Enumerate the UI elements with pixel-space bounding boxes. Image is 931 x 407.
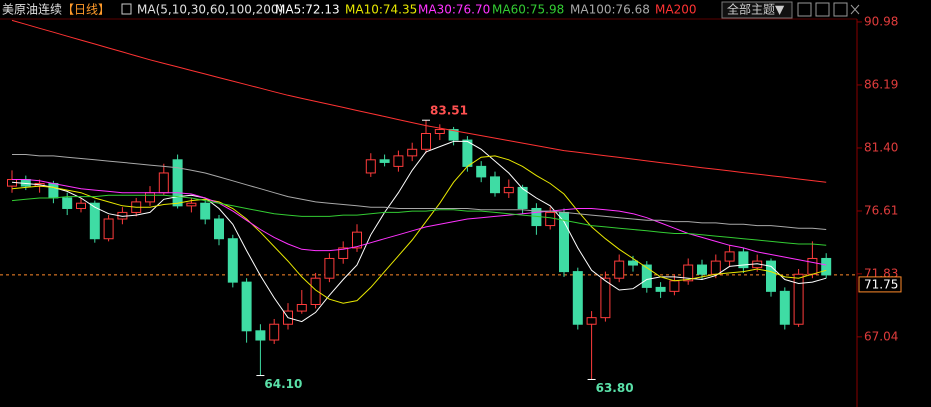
theme-button-label[interactable]: 全部主题▼ xyxy=(727,2,785,17)
candle-body xyxy=(352,231,362,249)
candle-body xyxy=(724,251,735,262)
candle-body xyxy=(793,273,804,325)
candle-body xyxy=(324,257,335,279)
candle-body xyxy=(490,176,500,194)
candle-body xyxy=(807,257,818,275)
candle-body xyxy=(779,290,790,325)
candle-body xyxy=(145,192,155,203)
candle-body xyxy=(172,159,183,207)
theme-button[interactable] xyxy=(721,1,793,19)
annotation-label: 64.10 xyxy=(264,377,302,391)
candle-body xyxy=(545,211,556,227)
candle-body xyxy=(421,132,431,150)
candle-body xyxy=(655,286,666,292)
candle-body xyxy=(310,277,321,306)
candle-body xyxy=(338,247,349,259)
candle-body xyxy=(76,202,86,209)
y-tick-label: 81.40 xyxy=(864,140,898,154)
candle-body xyxy=(766,260,776,292)
y-tick-label: 76.61 xyxy=(864,203,898,217)
candle-body xyxy=(158,172,169,194)
candle-body xyxy=(269,323,280,341)
ma-line xyxy=(12,154,827,230)
instrument-title: 美原油连续 xyxy=(2,2,62,17)
candle-body xyxy=(407,148,418,157)
candle-body xyxy=(62,197,73,209)
candle-body xyxy=(683,264,694,282)
ma-line xyxy=(11,19,827,183)
candle-body xyxy=(821,257,832,276)
candle-body xyxy=(710,260,721,275)
ma-line xyxy=(11,194,827,246)
candle-body xyxy=(600,277,611,319)
candle-body xyxy=(517,186,528,209)
last-price-label: 71.75 xyxy=(864,277,898,291)
icon-button[interactable] xyxy=(833,2,848,17)
candle-body xyxy=(48,182,59,199)
last-price-box xyxy=(858,276,902,293)
candle-body xyxy=(462,139,473,167)
candle-body xyxy=(241,281,252,332)
period[interactable]: 【日线】 xyxy=(62,3,110,17)
legend-entry: MA10:74.35 xyxy=(345,3,417,17)
candle-body xyxy=(448,129,459,141)
y-tick-label: 67.04 xyxy=(864,329,898,343)
ma-label: MA(5,10,30,60,100,200) xyxy=(137,3,283,17)
candle-body xyxy=(89,202,100,240)
icon-button[interactable] xyxy=(797,2,812,17)
ma-line xyxy=(11,155,827,304)
candle-body xyxy=(214,218,224,240)
candle-body xyxy=(572,271,583,325)
candle-body xyxy=(641,264,652,288)
candle-body xyxy=(669,280,680,292)
ma-line xyxy=(11,140,827,323)
candle-body xyxy=(365,159,376,174)
legend-entry: MA100:76.68 xyxy=(570,3,650,17)
candle-body xyxy=(586,317,597,325)
y-tick-label: 90.98 xyxy=(864,14,898,28)
candle-body xyxy=(255,330,266,341)
candle-body xyxy=(227,238,238,283)
legend-entry: MA30:76.70 xyxy=(418,3,490,17)
icon-button[interactable] xyxy=(815,2,830,17)
candle-body xyxy=(738,251,749,269)
candle-body xyxy=(434,129,445,134)
candle-body xyxy=(614,260,625,279)
legend-entry: MA200 xyxy=(655,3,696,17)
candle-body xyxy=(697,264,707,275)
candle-body xyxy=(476,165,487,178)
candle-body xyxy=(200,202,211,220)
legend-entry: MA60:75.98 xyxy=(492,3,564,17)
annotation-label: 83.51 xyxy=(430,104,468,118)
legend-entry: MA5:72.13 xyxy=(275,3,340,17)
candle-body xyxy=(186,202,197,207)
annotation-label: 63.80 xyxy=(596,381,634,395)
y-tick-label: 86.19 xyxy=(864,77,898,91)
candle-body xyxy=(103,218,114,240)
candle-body xyxy=(379,159,390,163)
candle-body xyxy=(503,186,514,194)
candle-body xyxy=(296,304,307,312)
close-icon[interactable] xyxy=(850,4,860,15)
candle-body xyxy=(393,155,404,167)
settings-icon[interactable] xyxy=(121,3,132,15)
candle-body xyxy=(628,260,638,266)
